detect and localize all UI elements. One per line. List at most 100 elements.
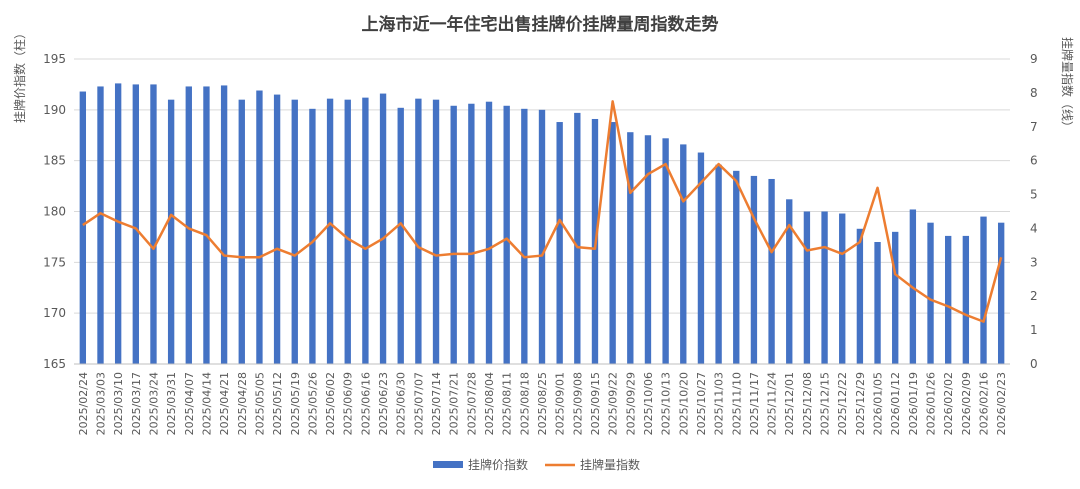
x-tick-label: 2025/11/24 bbox=[766, 372, 779, 435]
bar bbox=[220, 85, 228, 364]
x-tick-label: 2025/08/11 bbox=[501, 372, 514, 435]
x-tick-label: 2025/12/15 bbox=[819, 372, 832, 435]
x-tick-label: 2025/11/10 bbox=[730, 372, 743, 435]
bar bbox=[309, 108, 316, 364]
bar bbox=[680, 144, 687, 364]
right-tick-label: 8 bbox=[1030, 86, 1038, 100]
legend: 挂牌价指数 挂牌量指数 bbox=[433, 457, 640, 472]
x-tick-label: 2025/03/24 bbox=[147, 372, 160, 435]
x-tick-label: 2026/02/02 bbox=[942, 372, 955, 435]
bar bbox=[273, 94, 281, 364]
x-tick-label: 2025/07/28 bbox=[465, 372, 478, 435]
chart-title: 上海市近一年住宅出售挂牌价挂牌量周指数走势 bbox=[362, 14, 719, 35]
left-tick-label: 175 bbox=[43, 255, 66, 269]
x-tick-label: 2025/09/29 bbox=[624, 372, 637, 435]
legend-swatch-bar bbox=[433, 461, 463, 468]
right-tick-label: 6 bbox=[1030, 154, 1038, 168]
right-tick-label: 1 bbox=[1030, 323, 1038, 337]
bar bbox=[79, 91, 87, 365]
right-tick-label: 7 bbox=[1030, 120, 1038, 134]
right-tick-label: 3 bbox=[1030, 255, 1038, 269]
x-tick-label: 2025/08/04 bbox=[483, 372, 496, 435]
bar bbox=[291, 99, 298, 365]
bar bbox=[733, 170, 740, 364]
left-axis: 165 170 175 180 185 190 195 bbox=[43, 52, 66, 371]
bar bbox=[803, 211, 811, 364]
legend-label-bar: 挂牌价指数 bbox=[468, 457, 528, 472]
bar bbox=[874, 242, 881, 364]
right-tick-label: 0 bbox=[1030, 357, 1038, 371]
x-tick-label: 2025/03/10 bbox=[112, 372, 125, 435]
bar bbox=[997, 222, 1005, 364]
bar bbox=[574, 112, 581, 364]
bar bbox=[538, 109, 546, 364]
line-series-listing-volume bbox=[82, 100, 1003, 323]
bar bbox=[450, 105, 457, 365]
x-tick-label: 2025/12/22 bbox=[836, 372, 849, 435]
bar bbox=[839, 213, 846, 364]
bar bbox=[185, 86, 192, 364]
bar bbox=[786, 199, 793, 364]
x-tick-label: 2025/05/19 bbox=[289, 372, 302, 435]
bar bbox=[521, 108, 528, 364]
bar bbox=[397, 107, 404, 365]
right-tick-label: 4 bbox=[1030, 221, 1038, 235]
x-tick-label: 2026/01/26 bbox=[925, 372, 938, 435]
x-tick-label: 2025/10/13 bbox=[660, 372, 673, 435]
x-tick-label: 2025/05/12 bbox=[271, 372, 284, 435]
bar bbox=[379, 93, 387, 365]
left-tick-label: 190 bbox=[43, 103, 66, 117]
bar bbox=[167, 99, 175, 365]
x-tick-label: 2025/07/07 bbox=[412, 372, 425, 435]
x-tick-label: 2025/05/05 bbox=[253, 372, 266, 435]
x-tick-label: 2025/04/07 bbox=[183, 372, 196, 435]
x-axis: 2025/02/24 2025/03/03 2025/03/10 2025/03/17… bbox=[74, 363, 1010, 435]
x-tick-label: 2025/09/01 bbox=[554, 372, 567, 435]
x-tick-label: 2025/03/17 bbox=[130, 372, 143, 435]
bar bbox=[856, 228, 864, 364]
x-tick-label: 2025/06/23 bbox=[377, 372, 390, 435]
bar bbox=[256, 90, 263, 365]
x-tick-label: 2026/01/19 bbox=[907, 372, 920, 435]
x-tick-label: 2025/10/27 bbox=[695, 372, 708, 435]
bar bbox=[821, 211, 828, 364]
bar bbox=[962, 235, 970, 364]
x-tick-label: 2025/09/15 bbox=[589, 372, 602, 435]
left-tick-label: 170 bbox=[43, 306, 66, 320]
bar bbox=[326, 98, 334, 365]
bar bbox=[750, 175, 758, 364]
x-tick-label: 2025/06/16 bbox=[359, 372, 372, 435]
left-axis-label: 挂牌价指数（柱） bbox=[12, 27, 27, 123]
bar bbox=[980, 216, 987, 364]
bar bbox=[132, 84, 139, 365]
bar bbox=[627, 132, 634, 364]
right-tick-label: 5 bbox=[1030, 188, 1038, 202]
x-tick-label: 2025/09/08 bbox=[571, 372, 584, 435]
x-tick-label: 2025/02/24 bbox=[77, 372, 90, 435]
x-tick-label: 2025/12/29 bbox=[854, 372, 867, 435]
x-tick-label: 2025/03/03 bbox=[94, 372, 107, 435]
x-tick-label: 2025/08/25 bbox=[536, 372, 549, 435]
right-tick-label: 9 bbox=[1030, 52, 1038, 66]
x-tick-label: 2025/07/14 bbox=[430, 372, 443, 435]
x-tick-label: 2025/11/17 bbox=[748, 372, 761, 435]
left-tick-label: 185 bbox=[43, 154, 66, 168]
bar bbox=[715, 164, 722, 364]
x-tick-label: 2025/08/18 bbox=[518, 372, 531, 435]
bar bbox=[485, 101, 493, 364]
x-tick-label: 2025/06/30 bbox=[395, 372, 408, 435]
left-tick-label: 180 bbox=[43, 205, 66, 219]
bar bbox=[892, 231, 899, 364]
bar bbox=[556, 122, 563, 365]
bar bbox=[97, 86, 104, 364]
x-tick-label: 2025/11/03 bbox=[713, 372, 726, 435]
right-axis-label: 挂牌量指数（线） bbox=[1060, 37, 1075, 133]
bar bbox=[150, 84, 157, 365]
bar bbox=[362, 97, 369, 364]
x-tick-label: 2026/02/23 bbox=[995, 372, 1008, 435]
bar bbox=[945, 235, 952, 364]
x-tick-label: 2025/04/21 bbox=[218, 372, 231, 435]
bar bbox=[503, 105, 510, 365]
x-tick-label: 2025/07/21 bbox=[448, 372, 461, 435]
x-tick-label: 2025/10/06 bbox=[642, 372, 655, 435]
